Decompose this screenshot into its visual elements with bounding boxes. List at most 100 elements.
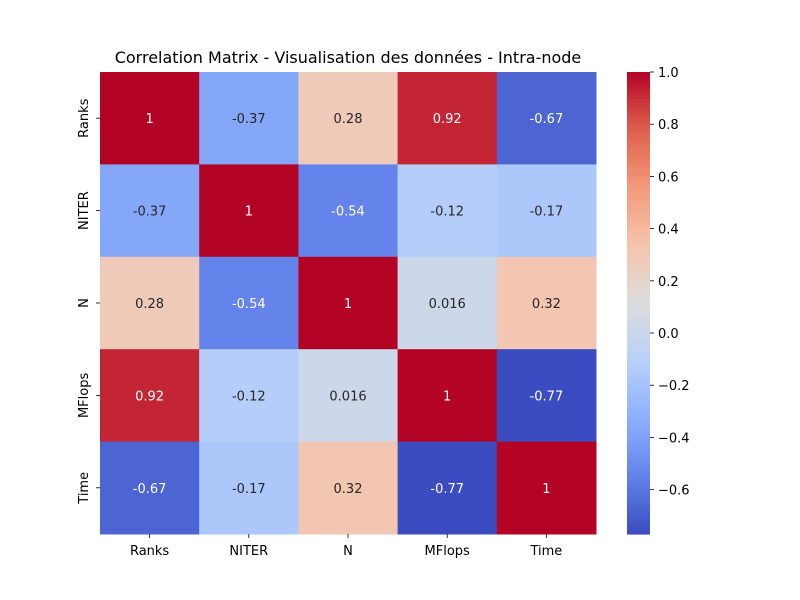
heatmap-cell-value: -0.77: [530, 389, 564, 404]
colorbar-segment: [627, 279, 650, 285]
colorbar-segment: [627, 326, 650, 331]
heatmap-cell: [100, 441, 200, 535]
colorbar-segment: [627, 360, 650, 366]
colorbar-ticks: 1.0 0.8 0.6 0.4 0.2 0.0 −0.2 −0.4 −0.6: [650, 66, 690, 499]
heatmap-cell-value: -0.54: [232, 297, 266, 312]
colorbar-tick-label: −0.6: [658, 484, 690, 499]
heatmap-cell: [496, 72, 597, 165]
colorbar-segment: [627, 422, 650, 427]
x-tick-label: MFlops: [425, 544, 471, 559]
colorbar-segment: [627, 345, 650, 350]
colorbar-segment: [627, 430, 650, 435]
colorbar-segment: [627, 295, 650, 300]
heatmap-cell: [298, 256, 399, 350]
colorbar-segment: [627, 364, 650, 370]
colorbar-segment: [627, 91, 650, 96]
heatmap-cell: [397, 164, 498, 258]
colorbar-segment: [627, 460, 650, 466]
colorbar-segment: [627, 75, 650, 81]
colorbar-segment: [627, 526, 650, 531]
colorbar-segment: [627, 249, 650, 254]
colorbar-segment: [627, 310, 650, 316]
heatmap-cell-value: 0.32: [334, 482, 363, 497]
heatmap-cell-value: 0.92: [433, 112, 462, 127]
colorbar-segment: [627, 133, 650, 139]
colorbar-segment: [627, 468, 650, 473]
colorbar-segment: [627, 457, 650, 462]
y-tick-label: Time: [77, 472, 92, 505]
colorbar-segment: [627, 160, 650, 165]
colorbar-segment: [627, 314, 650, 319]
colorbar-segment: [627, 95, 650, 100]
colorbar-segment: [627, 149, 650, 154]
colorbar-segment: [627, 272, 650, 277]
colorbar-segment: [627, 383, 650, 389]
heatmap-cell: [397, 256, 498, 350]
colorbar-segment: [627, 241, 650, 246]
y-tick-label: MFlops: [77, 373, 92, 419]
heatmap-cell-value: -0.17: [530, 205, 564, 220]
y-tick-label: NITER: [77, 191, 92, 230]
colorbar-segment: [627, 445, 650, 450]
x-axis-ticks: Ranks NITER N MFlops Time: [130, 534, 562, 559]
heatmap-cell-value: -0.37: [133, 205, 167, 220]
colorbar-segment: [627, 395, 650, 400]
colorbar-segment: [627, 172, 650, 177]
colorbar-segment: [627, 337, 650, 343]
colorbar-segment: [627, 237, 650, 242]
colorbar-segment: [627, 333, 650, 339]
colorbar-tick-label: 0.8: [658, 118, 679, 133]
colorbar-segment: [627, 106, 650, 112]
colorbar-segment: [627, 276, 650, 281]
colorbar-segment: [627, 391, 650, 396]
colorbar-segment: [627, 214, 650, 219]
colorbar-segment: [627, 453, 650, 458]
heatmap-cell-value: 0.92: [135, 389, 164, 404]
x-tick-label: NITER: [229, 544, 268, 559]
colorbar-segment: [627, 441, 650, 447]
colorbar-segment: [627, 368, 650, 373]
colorbar-segment: [627, 229, 650, 235]
colorbar-segment: [627, 464, 650, 470]
colorbar-segment: [627, 503, 650, 508]
colorbar-segment: [627, 83, 650, 88]
colorbar-segment: [627, 233, 650, 239]
colorbar-segment: [627, 245, 650, 250]
colorbar-segment: [627, 437, 650, 443]
colorbar-segment: [627, 356, 650, 362]
y-tick-label: N: [77, 298, 92, 308]
colorbar-segment: [627, 156, 650, 162]
heatmap-cell-value: 0.28: [135, 297, 164, 312]
colorbar-tick-label: 0.6: [658, 170, 679, 185]
colorbar-segment: [627, 268, 650, 273]
colorbar-segment: [627, 487, 650, 493]
colorbar-segment: [627, 399, 650, 404]
colorbar-segment: [627, 129, 650, 135]
colorbar-segment: [627, 410, 650, 416]
colorbar-tick-label: 0.0: [658, 327, 679, 342]
colorbar-segment: [627, 329, 650, 335]
colorbar-segment: [627, 483, 650, 489]
colorbar-segment: [627, 306, 650, 312]
heatmap-cell: [496, 256, 597, 350]
heatmap-cell-value: 0.28: [334, 112, 363, 127]
colorbar-segment: [627, 353, 650, 358]
heatmap-cell: [397, 441, 498, 535]
heatmap-cell-value: -0.12: [232, 389, 266, 404]
colorbar-segment: [627, 291, 650, 296]
colorbar-segment: [627, 530, 650, 535]
heatmap-cell: [199, 441, 299, 535]
colorbar-segment: [627, 433, 650, 439]
colorbar-segment: [627, 414, 650, 420]
heatmap-value-labels: 1 -0.37 0.28 0.92 -0.67 -0.37 1 -0.54 -0.12 -0.17…: [133, 112, 563, 497]
colorbar-segment: [627, 510, 650, 516]
colorbar-segment: [627, 114, 650, 119]
heatmap-cell-value: 1: [344, 297, 352, 312]
heatmap-cell-value: -0.17: [232, 482, 266, 497]
colorbar-segment: [627, 137, 650, 142]
colorbar-segment: [627, 518, 650, 524]
colorbar-segment: [627, 202, 650, 208]
chart-title: Correlation Matrix - Visualisation des d…: [115, 48, 582, 67]
colorbar-segment: [627, 426, 650, 431]
x-tick-label: N: [343, 544, 353, 559]
